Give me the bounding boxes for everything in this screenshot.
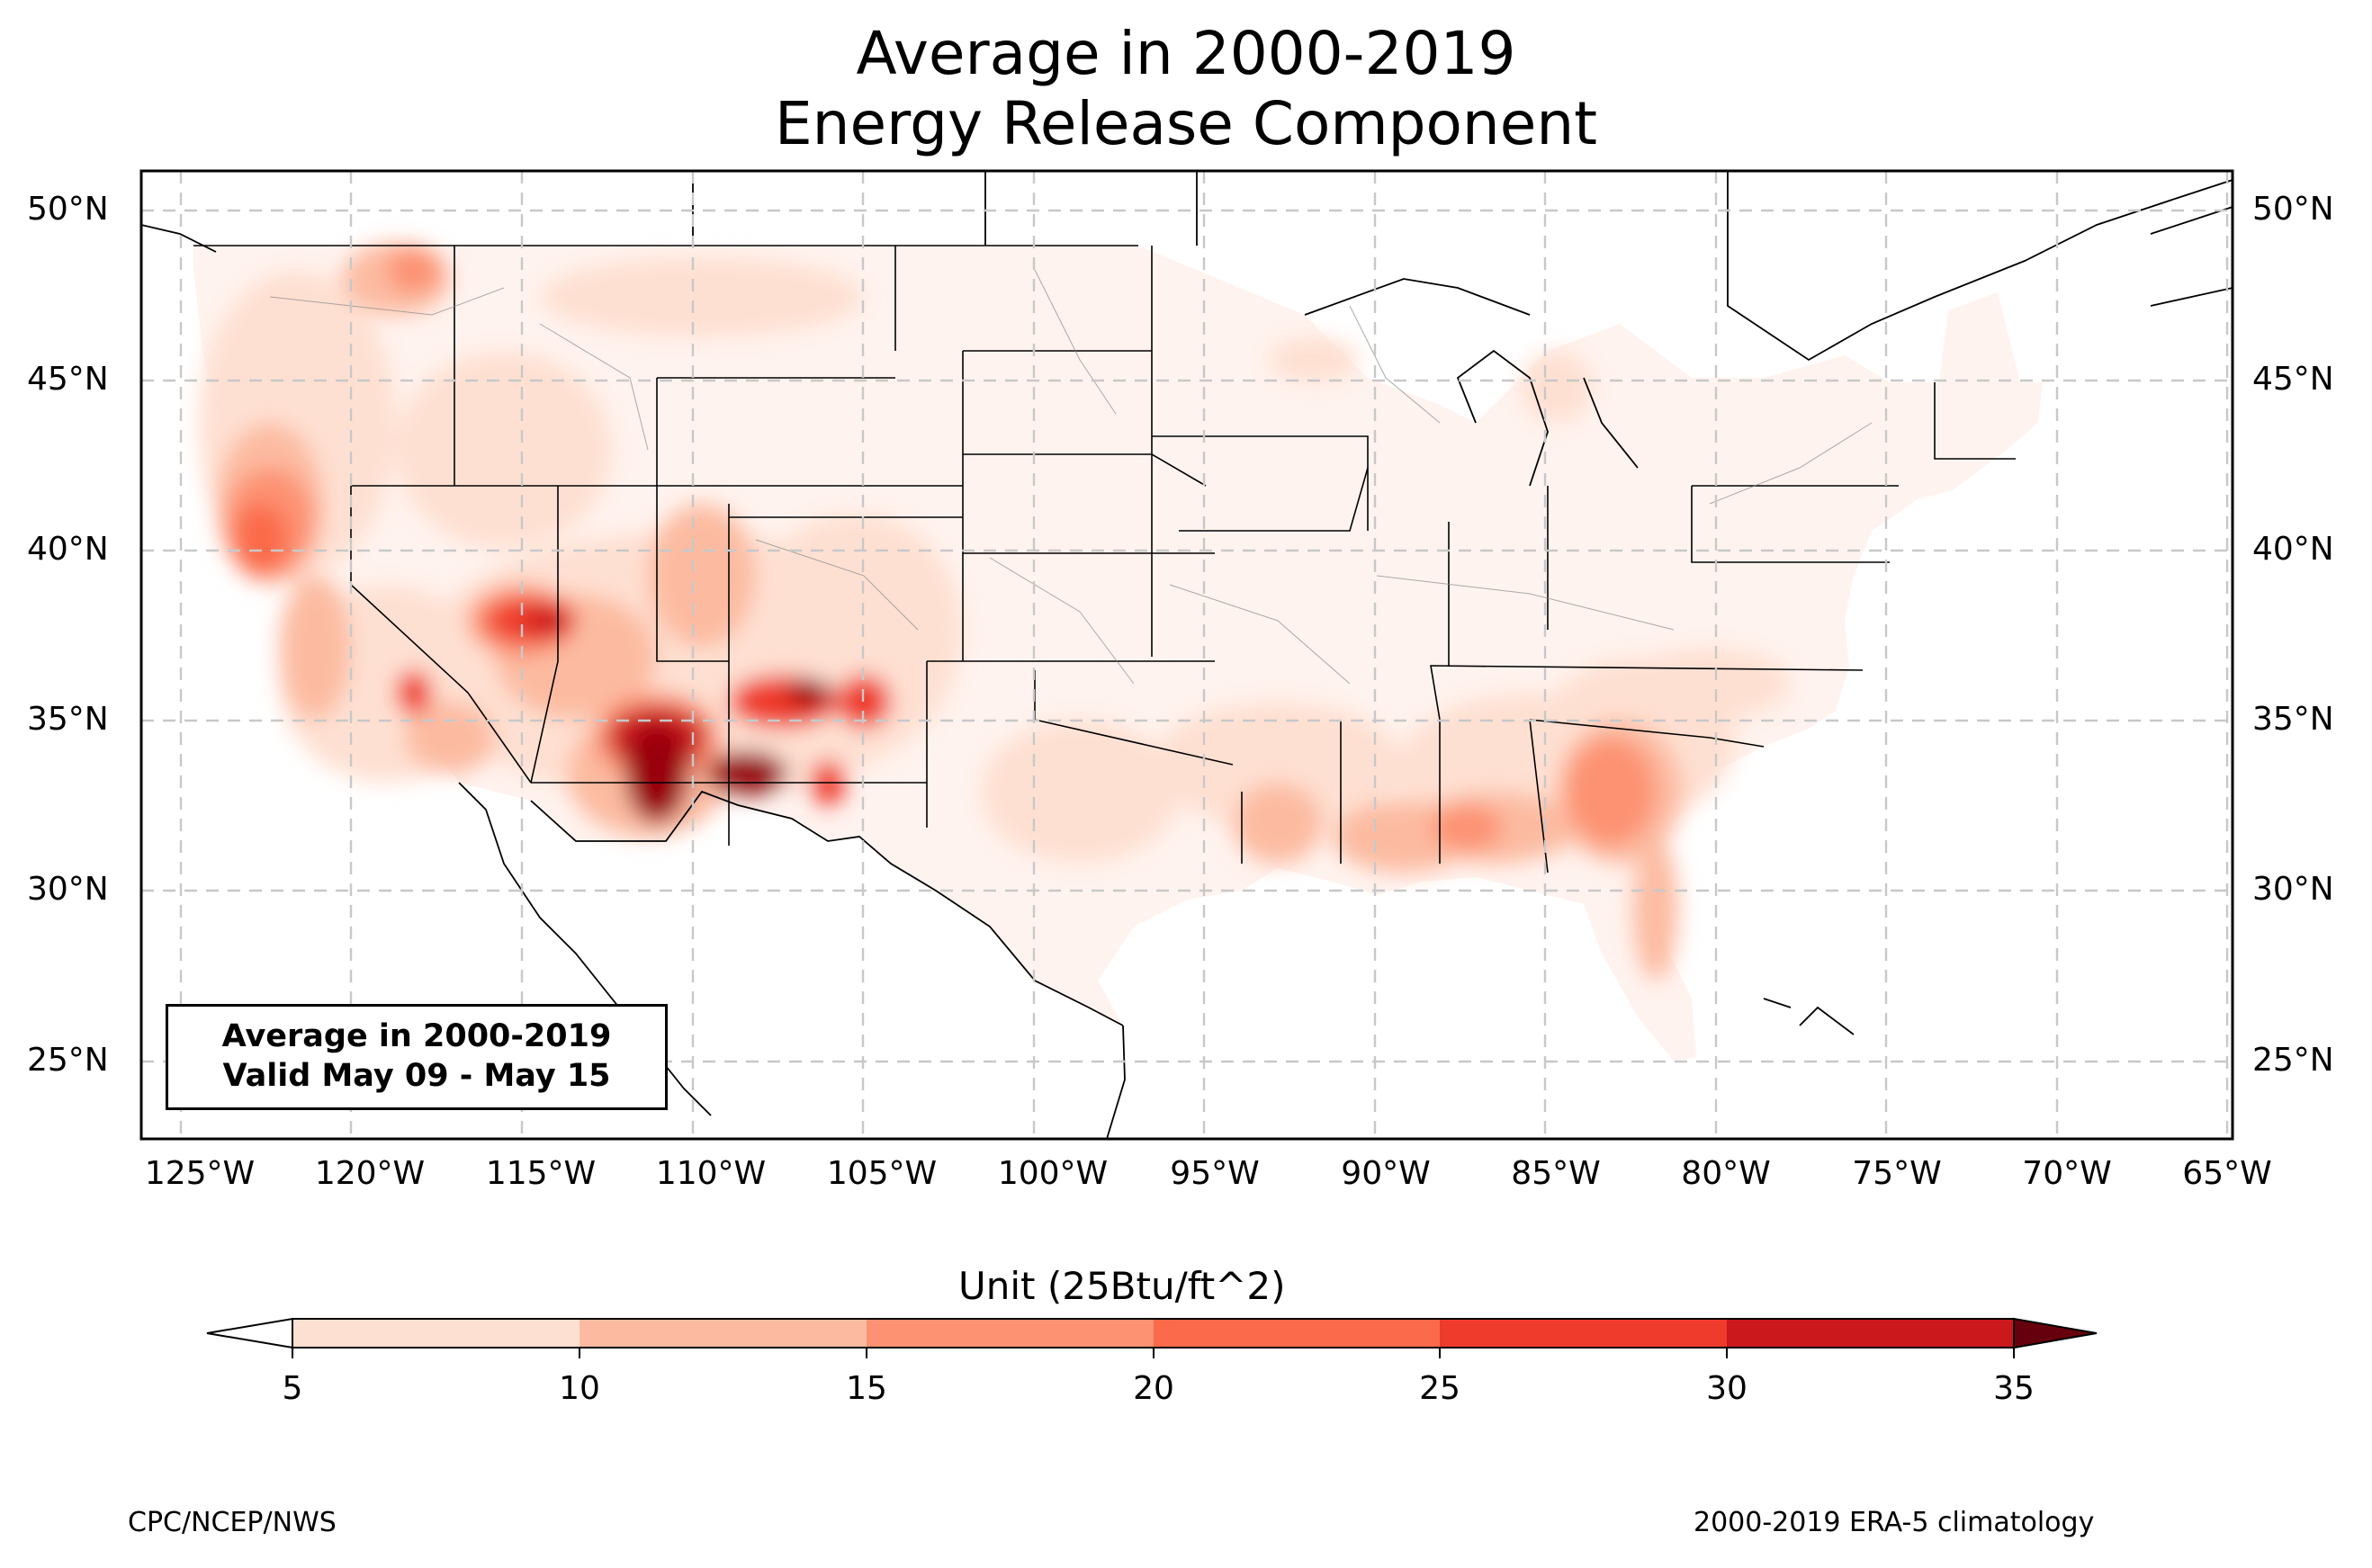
lon-label: 125°W: [144, 1155, 256, 1192]
lat-label-left: 35°N: [27, 701, 109, 738]
colorbar-over-triangle: [2013, 1317, 2098, 1349]
lat-label-right: 35°N: [2252, 701, 2334, 738]
map-title-line1: Average in 2000-2019: [856, 19, 1516, 88]
lon-label: 70°W: [2022, 1155, 2112, 1192]
lon-label: 120°W: [314, 1155, 426, 1192]
colorbar-bin-25-30: [1440, 1319, 1727, 1348]
lon-label: 75°W: [1852, 1155, 1942, 1192]
colorbar: [206, 1317, 2098, 1358]
international-borders: [141, 171, 2233, 1139]
lat-label-right: 25°N: [2252, 1042, 2334, 1079]
lat-label-right: 45°N: [2252, 361, 2334, 398]
validity-info-box: Average in 2000-2019 Valid May 09 - May …: [166, 1004, 668, 1110]
lat-label-left: 25°N: [27, 1042, 109, 1079]
colorbar-bin-20-25: [1154, 1319, 1440, 1348]
graticule: [141, 171, 2233, 1139]
lat-label-left: 30°N: [27, 871, 109, 908]
colorbar-title: Unit (25Btu/ft^2): [958, 1264, 1286, 1308]
info-box-line2: Valid May 09 - May 15: [222, 1058, 611, 1094]
lat-label-right: 40°N: [2252, 531, 2334, 568]
colorbar-under-triangle: [206, 1317, 293, 1349]
colorbar-bin-30-35a: [1727, 1319, 2014, 1348]
info-box-line1: Average in 2000-2019: [221, 1018, 612, 1054]
footer-climatology: 2000-2019 ERA-5 climatology: [1694, 1507, 2095, 1538]
lon-label: 90°W: [1341, 1155, 1431, 1192]
footer-source: CPC/NCEP/NWS: [128, 1507, 337, 1538]
map-frame: [139, 169, 2234, 1141]
usa-land: [193, 246, 2043, 1062]
lat-label-right: 30°N: [2252, 871, 2334, 908]
lat-label-left: 40°N: [27, 531, 109, 568]
map-title-line2: Energy Release Component: [774, 89, 1598, 158]
erc-shading: [198, 243, 1791, 981]
lon-label: 85°W: [1511, 1155, 1601, 1192]
minor-borders: [269, 269, 1873, 685]
colorbar-bin-5-10: [292, 1319, 580, 1348]
lat-label-right: 50°N: [2252, 191, 2334, 228]
state-borders: [193, 245, 2016, 874]
lon-label: 115°W: [485, 1155, 597, 1192]
colorbar-tick-label: 30: [1706, 1370, 1748, 1407]
lat-label-left: 45°N: [27, 361, 109, 398]
colorbar-tick-label: 5: [282, 1370, 303, 1407]
colorbar-bin-15-20: [867, 1319, 1154, 1348]
lon-label: 80°W: [1681, 1155, 1771, 1192]
colorbar-tick-label: 20: [1133, 1370, 1174, 1407]
colorbar-bin-10-15: [580, 1319, 867, 1348]
lat-label-left: 50°N: [27, 191, 109, 228]
colorbar-tick-label: 25: [1419, 1370, 1460, 1407]
lon-label: 95°W: [1170, 1155, 1260, 1192]
map-area: [141, 171, 2233, 1139]
lon-label: 110°W: [655, 1155, 767, 1192]
lon-label: 65°W: [2182, 1155, 2272, 1192]
lon-label: 105°W: [826, 1155, 938, 1192]
colorbar-tick-label: 15: [846, 1370, 887, 1407]
lon-label: 100°W: [997, 1155, 1109, 1192]
colorbar-tick-label: 35: [1993, 1370, 2035, 1407]
colorbar-tick-label: 10: [559, 1370, 600, 1407]
